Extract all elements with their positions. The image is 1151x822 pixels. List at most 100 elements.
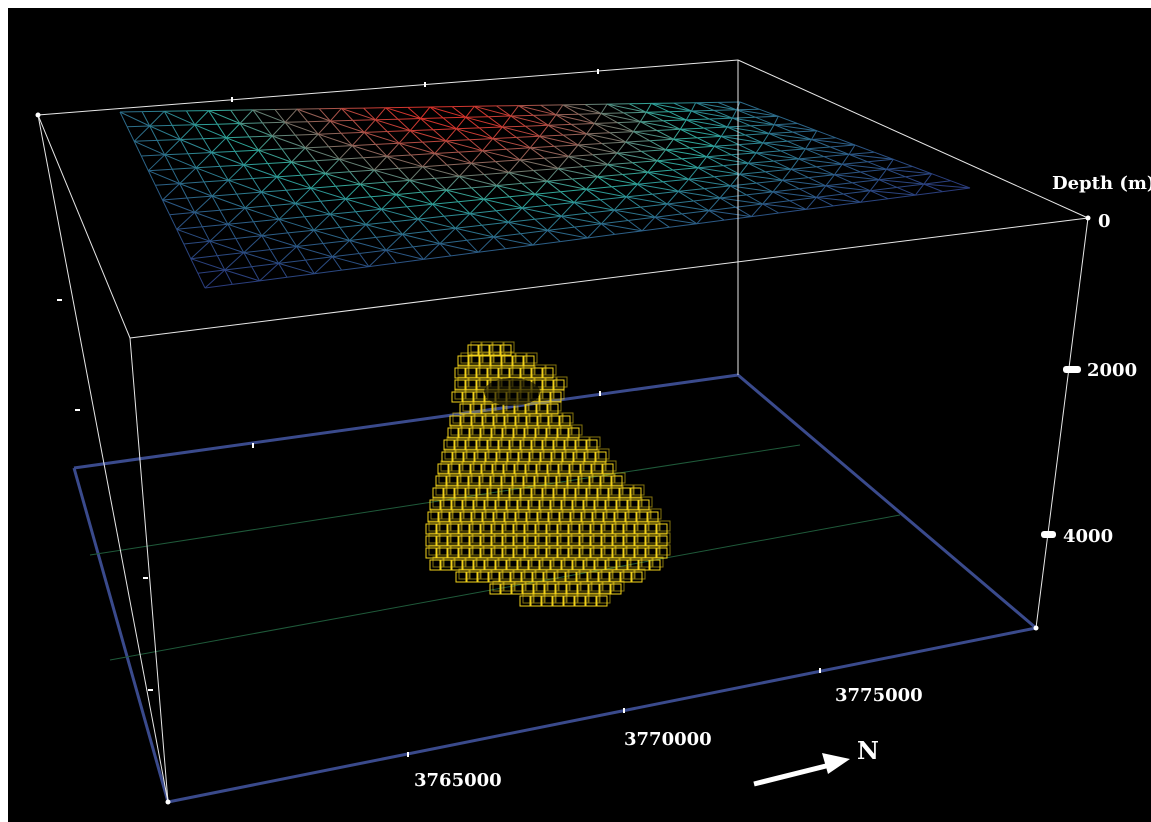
voxel-cell-back [573,508,585,520]
mesh-line [592,154,608,166]
voxel-cell-back [458,568,470,580]
mesh-line [633,131,674,140]
mesh-line [341,108,354,121]
mesh-line [816,196,861,203]
mesh-line [267,163,278,178]
voxel-cell-back [553,496,565,508]
mesh-line [848,153,894,160]
mesh-line [141,111,151,127]
mesh-line [375,144,388,157]
mesh-line [209,240,244,254]
mesh-line [180,138,204,140]
voxel-cell-back [498,496,510,508]
mesh-line [586,133,626,143]
mesh-line [706,156,749,164]
mesh-line [560,202,575,217]
mesh-line [276,161,292,178]
voxel-cell-back [628,508,640,520]
voxel-cell-back [604,532,616,544]
mesh-line [345,196,371,200]
mesh-line [179,124,196,140]
voxel-cell-back [578,484,590,496]
mesh-line [806,205,834,210]
mesh-line [600,113,641,123]
voxel-cell [429,559,441,571]
voxel-cell-back [493,352,505,364]
voxel-cell [526,511,538,523]
mesh-line [736,109,756,118]
mesh-line [469,213,483,226]
mesh-line [455,213,471,229]
voxel-cell-back [524,568,536,580]
voxel-cell [614,511,626,523]
voxel-cell-back [516,532,528,544]
mesh-line [547,229,588,239]
voxel-cell-back [582,544,594,556]
mesh-line [230,109,241,124]
mesh-line [782,179,826,187]
mesh-line [446,187,472,191]
voxel-cell-back [450,424,462,436]
voxel-cell-back [457,364,469,376]
mesh-line [385,107,399,120]
voxel-cell-back [472,532,484,544]
mesh-line [365,224,403,235]
mesh-line [402,234,414,248]
mesh-line [816,196,834,207]
mesh-line [304,133,319,149]
voxel-cell [427,511,439,523]
mesh-line [391,218,419,223]
voxel-cell [523,355,535,367]
mesh-line [203,179,229,183]
voxel-cell [638,559,650,571]
mesh-line [434,178,447,191]
mesh-line [296,108,331,122]
mesh-line [600,113,618,124]
voxel-cell [572,559,584,571]
voxel-cell [524,523,536,535]
mesh-line [164,154,197,169]
mesh-line [335,183,361,187]
mesh-line [755,152,774,162]
mesh-line [568,156,584,168]
mesh-line [296,246,333,258]
mesh-line [696,219,725,225]
mesh-line [665,149,707,158]
mesh-line [345,198,357,213]
voxel-cell-back [455,448,467,460]
mesh-line [488,116,503,128]
mesh-line [465,105,475,118]
voxel-cell [491,427,503,439]
voxel-cell [535,547,547,559]
voxel-cell [616,499,628,511]
mesh-line [886,159,894,170]
mesh-line [455,227,468,241]
voxel-cell-back [545,436,557,448]
voxel-cell-back [613,580,625,592]
mesh-line [295,200,321,204]
voxel-cell [478,344,490,356]
voxel-cell [446,475,458,487]
mesh-line [169,211,195,216]
mesh-line [560,188,587,193]
mesh-line [768,124,775,134]
mesh-line [726,126,746,136]
voxel-cell [597,487,609,499]
mesh-line [186,197,196,213]
voxel-cell-back [490,436,502,448]
voxel-cell [500,583,512,595]
mesh-line [310,173,326,189]
frame-edge [129,337,169,803]
voxel-cell-back [482,472,494,484]
voxel-cell-back [516,424,528,436]
mesh-line [923,180,951,185]
mesh-line [673,138,691,149]
mesh-line [417,218,456,229]
voxel-cell [616,559,628,571]
mesh-line [140,155,149,171]
mesh-line [439,227,456,244]
mesh-line [301,173,326,176]
voxel-cell [568,535,580,547]
mesh-line [386,155,423,168]
voxel-cell [447,535,459,547]
